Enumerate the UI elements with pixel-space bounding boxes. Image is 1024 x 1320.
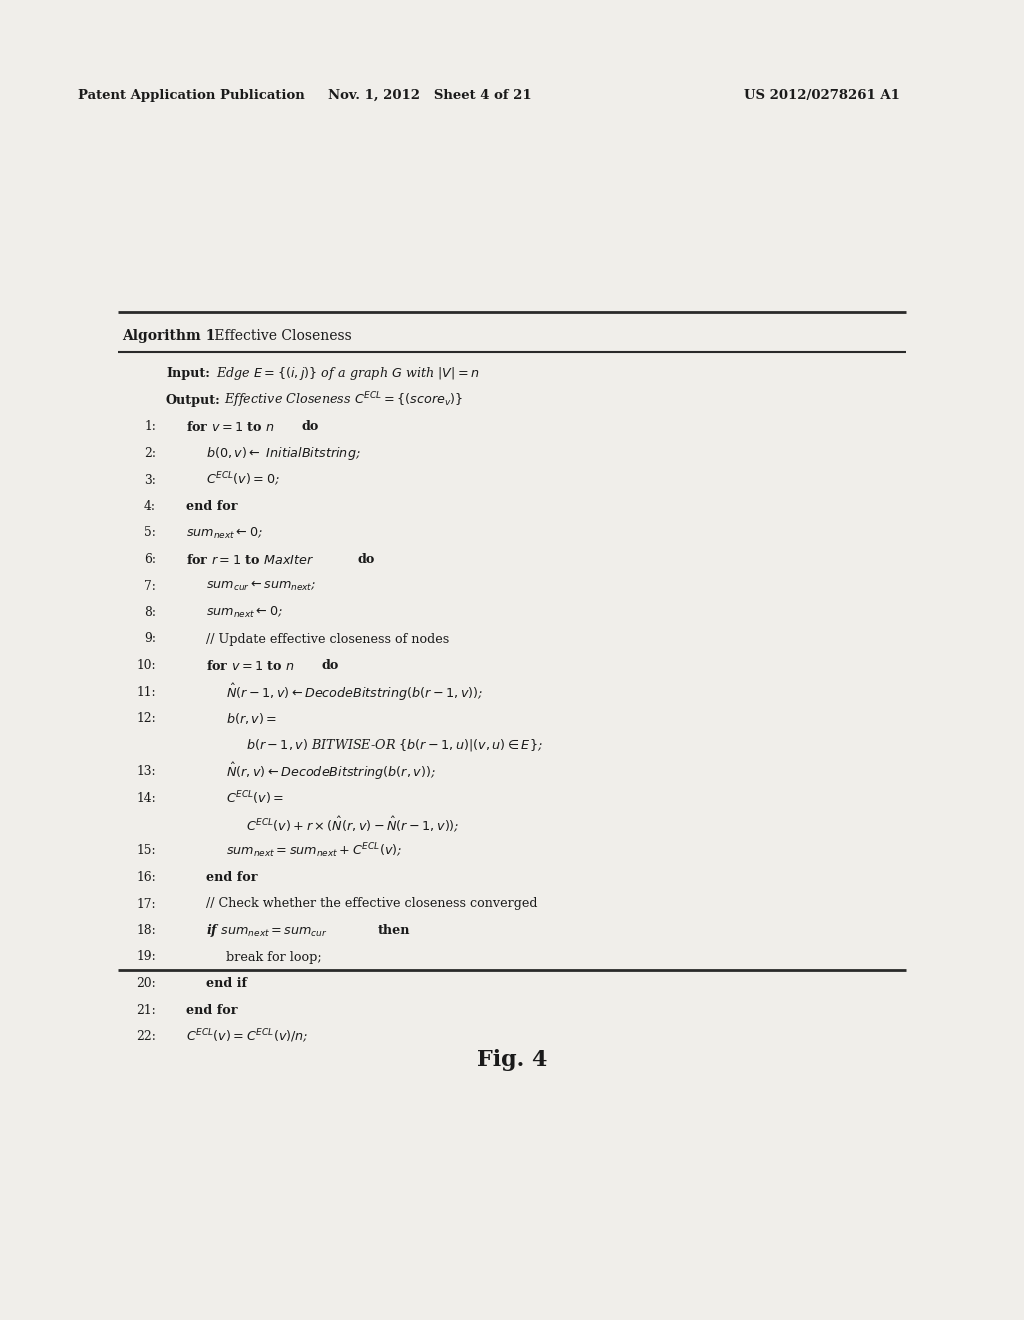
Text: $sum_{cur} \leftarrow sum_{next}$;: $sum_{cur} \leftarrow sum_{next}$;	[206, 579, 316, 593]
Text: do: do	[321, 659, 338, 672]
Text: 19:: 19:	[136, 950, 156, 964]
Text: 2:: 2:	[144, 447, 156, 459]
Text: $sum_{next} \leftarrow 0$;: $sum_{next} \leftarrow 0$;	[206, 605, 283, 620]
Text: Nov. 1, 2012   Sheet 4 of 21: Nov. 1, 2012 Sheet 4 of 21	[328, 88, 531, 102]
Text: // Check whether the effective closeness converged: // Check whether the effective closeness…	[206, 898, 538, 911]
Text: Effective Closeness: Effective Closeness	[210, 329, 352, 343]
Text: $sum_{next} \leftarrow 0$;: $sum_{next} \leftarrow 0$;	[186, 525, 263, 541]
Text: 9:: 9:	[144, 632, 156, 645]
Text: 21:: 21:	[136, 1003, 156, 1016]
Text: 3:: 3:	[144, 474, 156, 487]
Text: then: then	[378, 924, 411, 937]
Text: US 2012/0278261 A1: US 2012/0278261 A1	[744, 88, 900, 102]
Text: 16:: 16:	[136, 871, 156, 884]
Text: end if: end if	[206, 977, 247, 990]
Text: end for: end for	[206, 871, 257, 884]
Text: $C^{ECL}(v) + r \times (\hat{N}(r,v) - \hat{N}(r-1,v))$;: $C^{ECL}(v) + r \times (\hat{N}(r,v) - \…	[246, 814, 460, 834]
Text: break for loop;: break for loop;	[226, 950, 322, 964]
Text: // Update effective closeness of nodes: // Update effective closeness of nodes	[206, 632, 450, 645]
Text: if $sum_{next} = sum_{cur}$: if $sum_{next} = sum_{cur}$	[206, 921, 328, 939]
Text: $C^{ECL}(v) = C^{ECL}(v)/n$;: $C^{ECL}(v) = C^{ECL}(v)/n$;	[186, 1027, 308, 1045]
Text: Algorithm 1: Algorithm 1	[122, 329, 215, 343]
Text: Patent Application Publication: Patent Application Publication	[78, 88, 305, 102]
Text: Effective Closeness $C^{ECL} = \{(score_v)\}$: Effective Closeness $C^{ECL} = \{(score_…	[224, 391, 464, 411]
Text: Input:: Input:	[166, 367, 210, 380]
Text: 20:: 20:	[136, 977, 156, 990]
Text: $b(r,v) =$: $b(r,v) =$	[226, 711, 278, 726]
Text: end for: end for	[186, 1003, 238, 1016]
Text: $b(r-1,v)$ BITWISE-OR $\{b(r-1,u)|(v,u) \in E\}$;: $b(r-1,v)$ BITWISE-OR $\{b(r-1,u)|(v,u) …	[246, 737, 543, 752]
Text: Fig. 4: Fig. 4	[477, 1049, 547, 1071]
Text: 17:: 17:	[136, 898, 156, 911]
Text: for $r = 1$ to $\mathit{MaxIter}$: for $r = 1$ to $\mathit{MaxIter}$	[186, 553, 314, 566]
Text: $sum_{next} = sum_{next} + C^{ECL}(v)$;: $sum_{next} = sum_{next} + C^{ECL}(v)$;	[226, 842, 402, 861]
Text: 4:: 4:	[144, 500, 156, 513]
Text: 8:: 8:	[144, 606, 156, 619]
Text: 5:: 5:	[144, 527, 156, 540]
Text: $\hat{N}(r,v) \leftarrow \mathit{DecodeBitstring}(b(r,v))$;: $\hat{N}(r,v) \leftarrow \mathit{DecodeB…	[226, 760, 435, 781]
Text: 6:: 6:	[144, 553, 156, 566]
Text: end for: end for	[186, 500, 238, 513]
Text: 10:: 10:	[136, 659, 156, 672]
Text: $C^{ECL}(v) = 0$;: $C^{ECL}(v) = 0$;	[206, 471, 280, 488]
Text: $b(0,v) \leftarrow$ $\mathit{InitialBitstring}$;: $b(0,v) \leftarrow$ $\mathit{InitialBits…	[206, 445, 360, 462]
Text: 13:: 13:	[136, 766, 156, 777]
Text: Output:: Output:	[166, 393, 221, 407]
Text: do: do	[358, 553, 376, 566]
Text: 14:: 14:	[136, 792, 156, 804]
Text: 11:: 11:	[136, 685, 156, 698]
Text: 18:: 18:	[136, 924, 156, 937]
Text: 22:: 22:	[136, 1030, 156, 1043]
Text: for $v = 1$ to $n$: for $v = 1$ to $n$	[186, 420, 275, 434]
Text: for $v = 1$ to $n$: for $v = 1$ to $n$	[206, 659, 296, 672]
Text: 1:: 1:	[144, 421, 156, 433]
Text: Edge $E = \{(i,j)\}$ of a graph $G$ with $|V| = n$: Edge $E = \{(i,j)\}$ of a graph $G$ with…	[216, 366, 480, 383]
Text: $C^{ECL}(v) =$: $C^{ECL}(v) =$	[226, 789, 285, 807]
Text: 7:: 7:	[144, 579, 156, 593]
Text: 12:: 12:	[136, 711, 156, 725]
Text: $\hat{N}(r-1,v) \leftarrow \mathit{DecodeBitstring}(b(r-1,v))$;: $\hat{N}(r-1,v) \leftarrow \mathit{Decod…	[226, 681, 483, 702]
Text: do: do	[301, 421, 318, 433]
Text: 15:: 15:	[136, 845, 156, 858]
